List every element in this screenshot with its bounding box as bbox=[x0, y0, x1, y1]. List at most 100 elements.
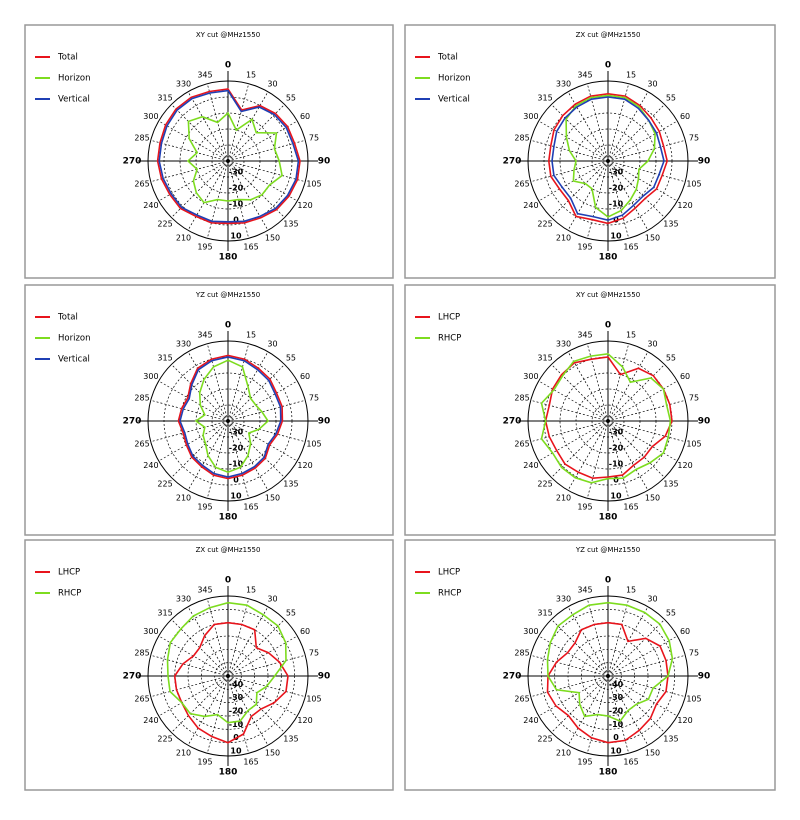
theta-tick-label: 90 bbox=[318, 157, 331, 167]
theta-tick-label: 90 bbox=[318, 417, 331, 427]
panel bbox=[24, 539, 394, 791]
panel bbox=[24, 24, 394, 279]
theta-tick-label: 165 bbox=[243, 242, 258, 251]
grid-spoke bbox=[538, 675, 609, 717]
theta-tick-label: 55 bbox=[286, 94, 296, 103]
grid-spoke bbox=[607, 420, 686, 443]
r-tick-label: -20 bbox=[229, 184, 244, 193]
series-line bbox=[158, 89, 300, 223]
grid-spoke bbox=[158, 120, 229, 162]
theta-tick-label: 195 bbox=[577, 757, 592, 766]
theta-tick-label: 330 bbox=[176, 79, 191, 88]
theta-tick-label: 0 bbox=[225, 576, 231, 586]
theta-tick-label: 330 bbox=[556, 339, 571, 348]
theta-tick-label: 75 bbox=[309, 133, 319, 142]
grid-spoke bbox=[567, 420, 609, 491]
theta-tick-label: 135 bbox=[663, 219, 678, 228]
theta-tick-label: 270 bbox=[123, 417, 142, 427]
theta-tick-label: 120 bbox=[297, 716, 312, 725]
theta-tick-label: 345 bbox=[577, 586, 592, 595]
theta-tick-label: 225 bbox=[537, 219, 552, 228]
theta-tick-label: 75 bbox=[689, 393, 699, 402]
grid-spoke bbox=[187, 160, 229, 231]
theta-tick-label: 240 bbox=[143, 201, 158, 210]
grid-spoke bbox=[227, 160, 269, 231]
series-line bbox=[540, 352, 672, 484]
theta-tick-label: 240 bbox=[143, 461, 158, 470]
grid-spoke bbox=[586, 83, 609, 162]
grid-spoke bbox=[227, 380, 298, 422]
legend-label: Horizon bbox=[58, 74, 91, 84]
theta-tick-label: 60 bbox=[680, 627, 690, 636]
theta-tick-label: 135 bbox=[663, 734, 678, 743]
r-tick-label: 10 bbox=[610, 492, 622, 501]
theta-tick-label: 15 bbox=[626, 71, 636, 80]
theta-tick-label: 60 bbox=[300, 372, 310, 381]
theta-tick-label: 30 bbox=[647, 594, 657, 603]
grid-spoke bbox=[607, 83, 630, 162]
grid-spoke bbox=[530, 654, 609, 677]
legend-label: Horizon bbox=[438, 74, 471, 84]
theta-tick-label: 55 bbox=[286, 354, 296, 363]
theta-tick-label: 105 bbox=[686, 695, 701, 704]
theta-tick-label: 225 bbox=[157, 734, 172, 743]
theta-tick-label: 300 bbox=[523, 372, 538, 381]
grid-spoke bbox=[171, 104, 229, 162]
r-tick-label: -30 bbox=[229, 168, 244, 177]
chart-title: ZX cut @MHz1550 bbox=[576, 31, 641, 39]
grid-spoke bbox=[530, 399, 609, 422]
series-line bbox=[177, 354, 284, 480]
theta-tick-label: 105 bbox=[686, 180, 701, 189]
polar-chart: ZX cut @MHz1550-30-20-100100153055607590… bbox=[404, 24, 776, 279]
theta-tick-label: 225 bbox=[537, 479, 552, 488]
theta-tick-label: 270 bbox=[123, 157, 142, 167]
theta-tick-label: 165 bbox=[623, 242, 638, 251]
theta-tick-label: 300 bbox=[143, 112, 158, 121]
r-tick-label: 0 bbox=[613, 476, 619, 485]
r-tick-label: 10 bbox=[230, 232, 242, 241]
series-line bbox=[546, 601, 674, 723]
panel bbox=[404, 24, 776, 279]
grid-spoke bbox=[171, 160, 229, 218]
theta-tick-label: 330 bbox=[176, 594, 191, 603]
theta-tick-label: 300 bbox=[143, 627, 158, 636]
polar-chart: YZ cut @MHz1550 -30 -20 -10 0 10 0 15 30 55 60 75 90… bbox=[24, 284, 394, 536]
grid-spoke bbox=[551, 619, 609, 677]
theta-tick-label: 30 bbox=[647, 339, 657, 348]
series-line bbox=[565, 94, 656, 218]
r-tick-label: -30 bbox=[609, 168, 624, 177]
theta-tick-label: 60 bbox=[680, 112, 690, 121]
grid-spoke bbox=[607, 619, 665, 677]
theta-tick-label: 210 bbox=[556, 234, 571, 243]
theta-tick-label: 195 bbox=[197, 242, 212, 251]
grid-spoke bbox=[150, 420, 229, 443]
theta-tick-label: 265 bbox=[134, 180, 149, 189]
theta-tick-label: 90 bbox=[698, 157, 711, 167]
grid-spoke bbox=[607, 160, 630, 239]
theta-tick-label: 285 bbox=[134, 648, 149, 657]
r-tick-label: -10 bbox=[229, 460, 244, 469]
theta-tick-label: 345 bbox=[577, 71, 592, 80]
theta-tick-label: 270 bbox=[503, 157, 522, 167]
grid-spoke bbox=[150, 654, 229, 677]
theta-tick-label: 75 bbox=[309, 393, 319, 402]
theta-tick-label: 330 bbox=[556, 79, 571, 88]
legend-label: LHCP bbox=[438, 313, 460, 323]
theta-tick-label: 210 bbox=[176, 749, 191, 758]
legend-label: LHCP bbox=[58, 568, 80, 578]
theta-tick-label: 195 bbox=[197, 502, 212, 511]
theta-tick-label: 165 bbox=[623, 502, 638, 511]
grid-spoke bbox=[551, 364, 609, 422]
r-tick-label: -10 bbox=[609, 720, 624, 729]
theta-tick-label: 30 bbox=[267, 594, 277, 603]
theta-tick-label: 60 bbox=[300, 627, 310, 636]
theta-tick-label: 105 bbox=[306, 180, 321, 189]
grid-spoke bbox=[227, 139, 306, 162]
theta-tick-label: 285 bbox=[514, 393, 529, 402]
theta-tick-label: 75 bbox=[689, 648, 699, 657]
theta-tick-label: 265 bbox=[134, 695, 149, 704]
theta-tick-label: 30 bbox=[267, 79, 277, 88]
grid-spoke bbox=[586, 160, 609, 239]
theta-tick-label: 135 bbox=[283, 734, 298, 743]
theta-tick-label: 55 bbox=[666, 609, 676, 618]
